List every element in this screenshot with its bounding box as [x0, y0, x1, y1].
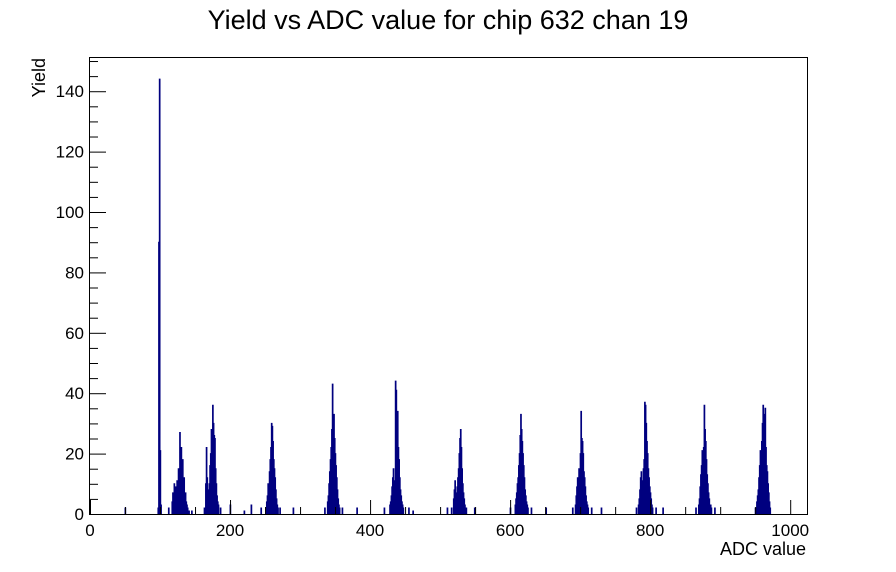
y-tick-label: 80 — [65, 263, 84, 282]
x-axis-label: ADC value — [720, 539, 806, 559]
plot-frame — [89, 57, 808, 515]
y-axis: 0 20 40 60 80 100 120 140 — [56, 61, 106, 524]
x-tick-label: 600 — [496, 521, 524, 540]
y-tick-label: 60 — [65, 324, 84, 343]
y-tick-label: 20 — [65, 445, 84, 464]
x-tick-label: 1000 — [771, 521, 809, 540]
y-tick-label: 100 — [56, 203, 84, 222]
x-tick-label: 800 — [636, 521, 664, 540]
y-tick-label: 0 — [75, 505, 84, 524]
x-axis: 0 200 400 600 800 1000 — [85, 500, 809, 540]
x-tick-label: 200 — [216, 521, 244, 540]
histogram-series — [124, 78, 772, 514]
chart-title: Yield vs ADC value for chip 632 chan 19 — [208, 5, 689, 35]
y-tick-label: 140 — [56, 82, 84, 101]
y-tick-label: 40 — [65, 384, 84, 403]
x-tick-label: 0 — [85, 521, 94, 540]
y-tick-label: 120 — [56, 143, 84, 162]
y-axis-label: Yield — [29, 58, 49, 97]
x-tick-label: 400 — [356, 521, 384, 540]
